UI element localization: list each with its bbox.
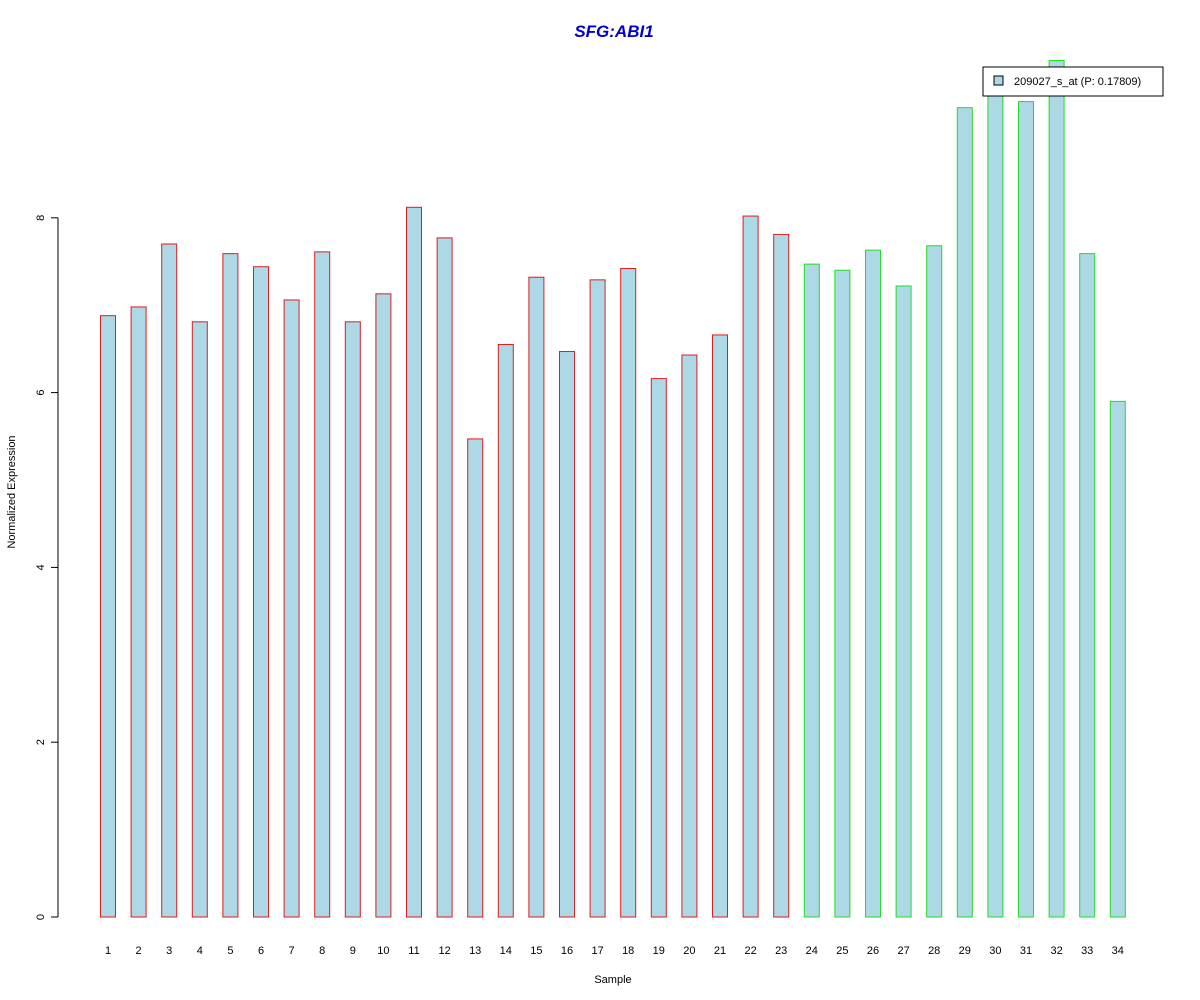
- bar-sample-28: [926, 245, 943, 918]
- x-tick-label: 12: [438, 945, 450, 957]
- legend: 209027_s_at (P: 0.17809): [982, 66, 1164, 97]
- x-tick-label: 21: [714, 945, 726, 957]
- x-tick-label: 31: [1020, 945, 1032, 957]
- bar-sample-20: [681, 354, 698, 918]
- bar-sample-22: [742, 215, 759, 918]
- x-tick-label: 30: [989, 945, 1001, 957]
- x-tick-label: 33: [1081, 945, 1093, 957]
- x-tick-label: 29: [959, 945, 971, 957]
- bar-sample-4: [191, 321, 208, 918]
- x-axis-label: Sample: [594, 974, 631, 986]
- x-tick-label: 16: [561, 945, 573, 957]
- x-tick-label: 22: [744, 945, 756, 957]
- bar-sample-11: [406, 206, 422, 918]
- x-tick-label: 27: [897, 945, 909, 957]
- bar-sample-34: [1109, 400, 1126, 918]
- bar-sample-32: [1048, 59, 1065, 918]
- legend-box: [982, 66, 1164, 97]
- bar-sample-9: [344, 321, 361, 918]
- bar-sample-2: [130, 306, 147, 918]
- bar-sample-29: [956, 107, 973, 918]
- bar-sample-18: [620, 267, 637, 918]
- bar-sample-10: [375, 293, 392, 918]
- bar-sample-31: [1018, 101, 1034, 918]
- x-tick-label: 14: [500, 945, 512, 957]
- x-tick-label: 1: [105, 945, 111, 957]
- bar-sample-6: [253, 266, 269, 918]
- y-axis: 0 2 4 6 8: [35, 215, 59, 920]
- bar-sample-7: [283, 299, 300, 918]
- legend-swatch: [993, 75, 1004, 86]
- bar-sample-24: [803, 263, 820, 918]
- x-tick-label: 7: [289, 945, 295, 957]
- bar-sample-25: [834, 269, 851, 918]
- bar-sample-27: [895, 285, 912, 918]
- x-tick-label: 10: [377, 945, 389, 957]
- bar-sample-17: [589, 279, 606, 918]
- x-tick-label: 15: [530, 945, 542, 957]
- chart-title: SFG:ABI1: [574, 22, 653, 41]
- x-tick-label: 34: [1112, 945, 1124, 957]
- x-tick-label: 8: [319, 945, 325, 957]
- bar-sample-13: [467, 438, 484, 918]
- x-tick-label: 11: [408, 945, 419, 957]
- x-tick-label: 20: [683, 945, 695, 957]
- y-axis-label: Normalized Expression: [6, 435, 18, 548]
- x-tick-label: 32: [1050, 945, 1062, 957]
- x-tick-label: 26: [867, 945, 879, 957]
- bar-sample-21: [712, 334, 728, 918]
- bar-sample-23: [773, 233, 790, 918]
- x-tick-label: 2: [136, 945, 142, 957]
- x-tick-label: 28: [928, 945, 940, 957]
- y-tick-label: 2: [35, 739, 47, 745]
- x-tick-label: 23: [775, 945, 787, 957]
- bar-sample-30: [987, 86, 1004, 918]
- bar-sample-19: [650, 378, 667, 918]
- bar-sample-12: [436, 237, 453, 918]
- y-tick-label: 4: [35, 564, 47, 570]
- bar-sample-5: [222, 253, 239, 918]
- bar-sample-3: [161, 243, 178, 918]
- x-tick-label: 25: [836, 945, 848, 957]
- x-tick-label: 6: [258, 945, 264, 957]
- bar-sample-16: [559, 351, 575, 918]
- y-tick-label: 6: [35, 390, 47, 396]
- x-tick-label: 4: [197, 945, 203, 957]
- legend-label: 209027_s_at (P: 0.17809): [1014, 76, 1141, 88]
- x-tick-label: 5: [227, 945, 233, 957]
- x-tick-label: 9: [350, 945, 356, 957]
- bar-sample-33: [1079, 253, 1096, 918]
- x-tick-label: 13: [469, 945, 481, 957]
- x-tick-label: 18: [622, 945, 634, 957]
- bar-sample-14: [497, 344, 514, 918]
- bar-sample-1: [100, 315, 116, 918]
- y-tick-label: 0: [35, 914, 47, 920]
- x-tick-label: 24: [806, 945, 818, 957]
- x-tick-label: 19: [653, 945, 665, 957]
- x-axis-tick-labels: 1 2 3 4 5 6 7 8 9 10 11 12 13 14 15 16 17 18 19 20 21 22 23 24 2…: [105, 945, 1124, 957]
- bar-sample-26: [865, 249, 881, 918]
- x-tick-label: 3: [166, 945, 172, 957]
- bars: [100, 59, 1126, 918]
- bar-sample-8: [314, 251, 331, 918]
- y-tick-label: 8: [35, 215, 47, 221]
- x-tick-label: 17: [591, 945, 603, 957]
- bar-sample-15: [528, 276, 545, 918]
